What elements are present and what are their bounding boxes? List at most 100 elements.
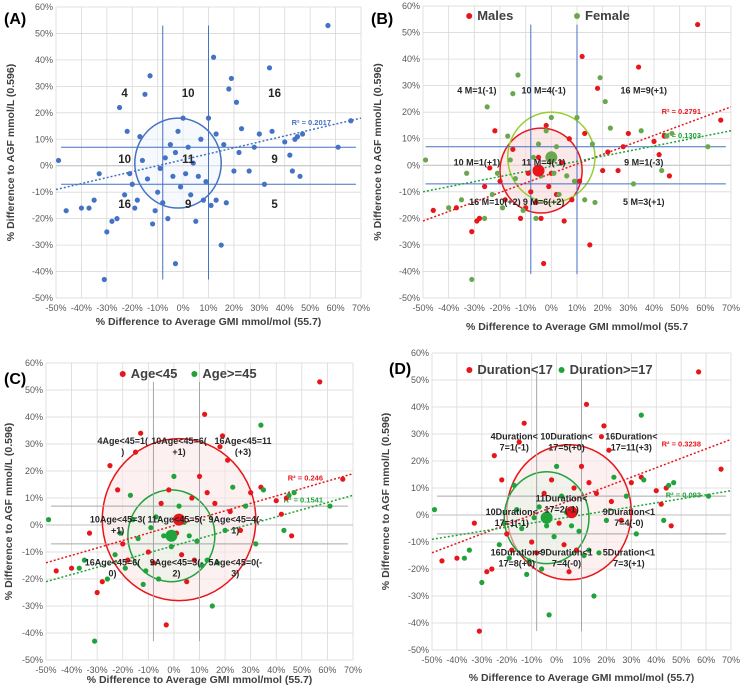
y-tick-label: -40% xyxy=(399,266,420,276)
data-point xyxy=(99,579,105,585)
x-tick-label: 70% xyxy=(722,655,740,665)
data-point xyxy=(571,485,577,491)
y-tick-label: -30% xyxy=(408,591,429,601)
data-point xyxy=(170,173,176,179)
data-point xyxy=(533,215,539,221)
data-point xyxy=(94,589,100,596)
quadrant-count-label: 11Age<45=5(- xyxy=(147,514,205,524)
data-point xyxy=(529,539,535,545)
data-point xyxy=(233,99,240,105)
quadrant-count-line: 9Age<45=4(- xyxy=(209,514,263,524)
quadrant-count-line: +1) xyxy=(172,447,185,457)
panel-b: -50% -40% -30% -20% -10% 0% 10% 20% 30% 40% 50% 60%… xyxy=(371,1,740,333)
data-point xyxy=(63,208,69,214)
quadrant-count-label: 4Duration< 7=1(-1) xyxy=(491,431,538,452)
data-point xyxy=(582,130,588,137)
x-tick-label: -30% xyxy=(96,303,117,313)
legend-marker xyxy=(574,13,580,19)
data-point xyxy=(204,557,210,563)
data-point xyxy=(510,91,516,97)
quadrant-count-line: 7=4(-0) xyxy=(614,518,643,528)
data-point xyxy=(559,160,565,166)
quadrant-count-line: 11Duration< xyxy=(536,494,588,504)
x-tick-label: 70% xyxy=(344,665,362,675)
data-point xyxy=(158,500,164,506)
data-point xyxy=(666,173,673,179)
data-point xyxy=(137,134,143,140)
y-tick-label: 10% xyxy=(402,134,420,144)
y-tick-label: 30% xyxy=(35,81,53,91)
quadrant-count-label: 16Duration< 17=8(+0) xyxy=(491,548,543,569)
data-point xyxy=(134,197,140,203)
quadrant-count-line: 16Duration< xyxy=(491,548,543,558)
data-point xyxy=(96,171,102,177)
data-point xyxy=(177,184,184,190)
y-tick-label: 50% xyxy=(35,28,53,38)
quadrant-count-line: +1) xyxy=(111,525,124,535)
data-point xyxy=(608,498,615,505)
data-point xyxy=(127,171,133,177)
x-tick-label: 60% xyxy=(318,665,336,675)
data-point xyxy=(86,530,93,536)
x-tick-label: -50% xyxy=(45,303,66,313)
data-point xyxy=(142,91,148,97)
y-tick-label: 60% xyxy=(411,348,429,358)
data-point xyxy=(269,128,275,134)
x-tick-label: 0% xyxy=(167,665,180,675)
data-point xyxy=(484,104,490,110)
r2-label: R² = 0.1541 xyxy=(284,495,323,504)
data-point xyxy=(705,144,711,150)
data-point xyxy=(144,176,151,182)
quadrant-count-label: 11 M=4(-1) xyxy=(522,157,566,167)
data-point xyxy=(556,520,562,526)
x-tick-label: 40% xyxy=(645,303,663,313)
data-point xyxy=(641,477,647,483)
data-point xyxy=(464,170,470,176)
y-tick-label: 40% xyxy=(411,402,429,412)
data-point xyxy=(163,622,169,628)
y-tick-label: 20% xyxy=(411,456,429,466)
data-point xyxy=(81,557,87,563)
x-tick-label: 30% xyxy=(622,655,640,665)
quadrant-count-label: 10Age<45=3(+1) xyxy=(90,514,146,535)
data-point xyxy=(544,523,550,529)
data-point xyxy=(669,130,675,137)
data-point xyxy=(482,215,488,221)
legend-marker xyxy=(466,367,473,373)
quadrant-count-line: 11 xyxy=(182,154,195,166)
quadrant-count-line: 7=3(+1) xyxy=(613,559,645,569)
data-point xyxy=(525,170,531,176)
data-point xyxy=(114,216,120,222)
data-point xyxy=(203,179,209,185)
data-point xyxy=(499,205,506,211)
data-point xyxy=(282,139,288,145)
quadrant-count-line: 16Age<45=6( xyxy=(85,558,141,568)
data-point xyxy=(600,167,606,174)
y-axis-label: % Difference to AGF mmol/L (0.596) xyxy=(372,63,384,240)
y-tick-label: 50% xyxy=(25,385,43,395)
data-point xyxy=(658,501,664,507)
data-point xyxy=(582,197,588,203)
quadrant-count-label: 10 M=1(+1) xyxy=(454,157,501,167)
data-point xyxy=(520,207,526,213)
data-point xyxy=(551,534,557,540)
legend-label: Age<45 xyxy=(131,366,178,381)
quadrant-count-line: 9 M=6(+2) xyxy=(523,197,565,207)
data-point xyxy=(558,493,565,499)
data-point xyxy=(620,144,626,150)
quadrant-count-label: 9 M=6(+2) xyxy=(523,197,565,207)
data-point xyxy=(260,487,267,493)
quadrant-count-label: 16Age<45=6(0) xyxy=(85,558,141,579)
data-point xyxy=(125,557,131,563)
data-point xyxy=(122,192,128,198)
data-point xyxy=(189,495,195,501)
y-tick-label: -40% xyxy=(22,628,43,638)
data-point xyxy=(538,215,544,221)
x-tick-label: -20% xyxy=(122,303,143,313)
data-point xyxy=(86,205,92,211)
y-tick-label: -20% xyxy=(408,564,429,574)
data-point xyxy=(210,54,217,60)
data-point xyxy=(194,538,200,544)
data-point xyxy=(122,565,128,571)
